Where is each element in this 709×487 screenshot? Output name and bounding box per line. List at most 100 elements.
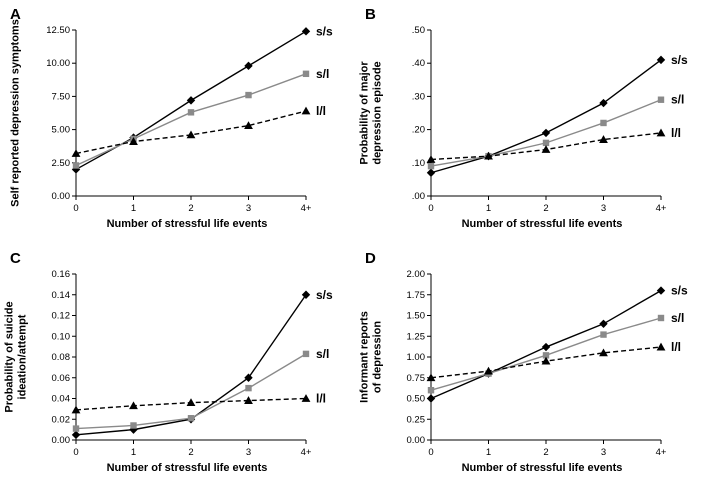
marker-triangle [301, 394, 311, 402]
series-label-s/l: s/l [316, 347, 329, 361]
panel-d-letter: D [365, 250, 376, 267]
y-tick-label: 2.00 [407, 269, 426, 280]
series-label-l/l: l/l [316, 104, 326, 118]
x-tick-label: 4+ [656, 203, 667, 214]
marker-diamond [186, 96, 196, 105]
marker-square [542, 352, 550, 359]
y-tick-label: .40 [412, 58, 425, 69]
panel-b-letter: B [365, 6, 376, 23]
marker-diamond [71, 430, 81, 440]
x-tick-label: 1 [131, 203, 136, 214]
y-tick-label: 1.00 [407, 352, 426, 363]
marker-triangle [71, 405, 81, 414]
marker-triangle [541, 145, 551, 153]
marker-triangle [599, 348, 608, 357]
panel-d: D Informant reports of depression 0.00 0.… [355, 244, 709, 487]
marker-square [130, 422, 137, 429]
marker-square [72, 425, 80, 432]
x-tick-label: 0 [73, 447, 78, 458]
marker-diamond [656, 55, 666, 65]
marker-triangle [656, 128, 666, 137]
marker-triangle [541, 356, 551, 365]
series-label-s/s: s/s [671, 284, 688, 298]
series-label-l/l: l/l [671, 126, 681, 140]
y-tick-label: 2.50 [52, 158, 71, 169]
marker-triangle [129, 137, 138, 145]
marker-diamond [426, 168, 436, 177]
marker-triangle [186, 398, 196, 407]
y-tick-label: .20 [412, 125, 425, 136]
y-tick-label: .50 [412, 25, 425, 36]
marker-square [542, 139, 550, 147]
panel-a-x-axis-label: Number of stressful life events [106, 218, 268, 230]
series-label-s/l: s/l [671, 93, 684, 107]
x-tick-label: 4+ [301, 203, 312, 214]
y-tick-label: 12.50 [46, 25, 70, 36]
marker-square [600, 119, 607, 127]
panel-b: B Probability of major depression episod… [355, 0, 709, 243]
panel-d-chart: 0.00 0.25 0.50 0.75 1.00 1.25 1.50 1.75 2.00 0 1 2 3… [407, 269, 689, 458]
marker-diamond [426, 394, 436, 403]
series-label-s/s: s/s [316, 288, 333, 302]
x-tick-label: 4+ [301, 447, 312, 458]
marker-square [245, 91, 252, 99]
y-tick-label: 0.00 [407, 435, 426, 446]
marker-diamond [71, 165, 81, 174]
x-tick-label: 0 [428, 447, 433, 458]
y-tick-label: 0.25 [407, 414, 426, 425]
y-tick-label: 0.12 [52, 311, 71, 322]
y-tick-label: 5.00 [52, 125, 71, 136]
marker-square [302, 350, 310, 358]
panel-b-chart: .00 .10 .20 .30 .40 .50 0 1 2 3 4+ s/s s/l l/l [412, 25, 688, 214]
y-tick-label: 0.00 [52, 435, 71, 446]
x-tick-label: 1 [131, 447, 136, 458]
y-tick-label: 0.14 [52, 290, 71, 301]
marker-triangle [484, 151, 493, 160]
panel-a: A Self reported depression symptoms 0.00… [0, 0, 354, 243]
y-tick-label: 1.75 [407, 290, 426, 301]
x-tick-label: 3 [601, 447, 606, 458]
series-label-s/l: s/l [316, 67, 329, 81]
marker-square [427, 387, 435, 394]
y-tick-label: 10.00 [46, 58, 70, 69]
series-line-s/l [75, 73, 307, 167]
y-tick-label: 1.25 [407, 331, 426, 342]
y-tick-label: 0.75 [407, 373, 426, 384]
y-tick-label: 0.00 [52, 191, 71, 202]
marker-diamond [656, 286, 666, 295]
marker-diamond [599, 319, 608, 328]
y-tick-label: 0.10 [52, 331, 71, 342]
x-tick-label: 2 [543, 203, 548, 214]
marker-triangle [71, 149, 81, 157]
panel-a-y-axis-label: Self reported depression symptoms [9, 19, 22, 207]
x-tick-label: 2 [188, 203, 193, 214]
marker-diamond [541, 128, 551, 138]
marker-diamond [541, 342, 551, 352]
x-tick-label: 4+ [656, 447, 667, 458]
y-tick-label: 0.06 [52, 373, 71, 384]
x-tick-label: 3 [246, 203, 251, 214]
panel-a-chart: 0.00 2.50 5.00 7.50 10.00 12.50 0 1 2 3 4+ s/s s/l l/… [46, 24, 333, 214]
panel-c: C Probability of suicide ideation/attemp… [0, 244, 354, 487]
marker-triangle [656, 342, 666, 351]
marker-square [657, 314, 665, 322]
series-line-s/s [430, 59, 662, 174]
x-tick-label: 2 [543, 447, 548, 458]
panel-c-y-axis-label: Probability of suicide ideation/attempt [3, 301, 28, 413]
panel-d-y-axis-label: Informant reports of depression [358, 311, 383, 403]
y-tick-label: 0.08 [52, 352, 71, 363]
marker-square [187, 415, 195, 422]
series-line-s/s [75, 294, 307, 436]
series-label-l/l: l/l [316, 392, 326, 406]
y-tick-label: 0.50 [407, 394, 426, 405]
series-label-s/l: s/l [671, 311, 684, 325]
series-label-s/s: s/s [316, 24, 333, 38]
x-tick-label: 1 [486, 447, 491, 458]
marker-square [600, 331, 607, 338]
panel-d-x-axis-label: Number of stressful life events [461, 462, 623, 474]
marker-triangle [129, 401, 138, 410]
panel-c-chart: 0.00 0.02 0.04 0.06 0.08 0.10 0.12 0.14 0.16 0 1 2 3… [52, 269, 334, 458]
x-tick-label: 1 [486, 203, 491, 214]
x-tick-label: 0 [428, 203, 433, 214]
